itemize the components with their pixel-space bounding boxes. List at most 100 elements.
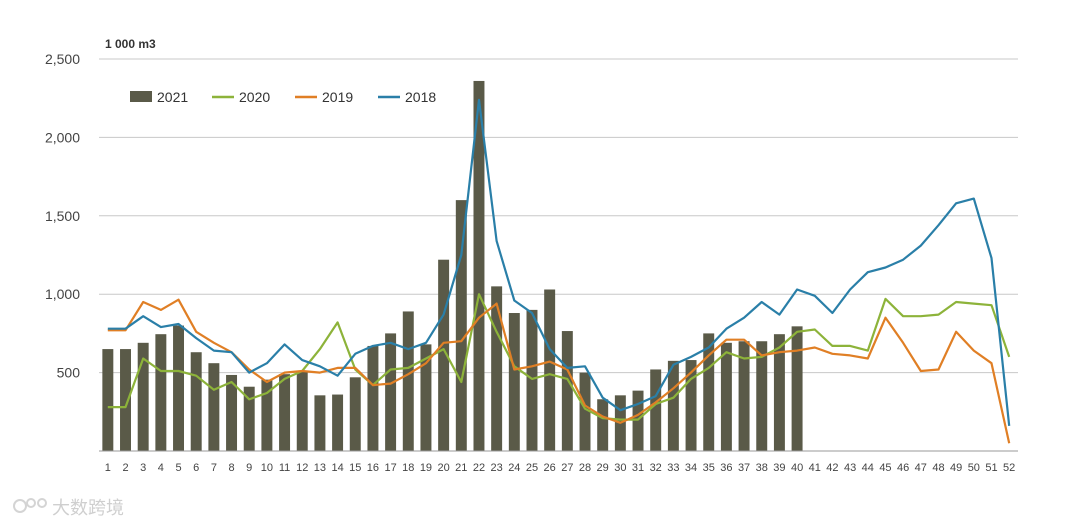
x-tick-label: 48 (932, 462, 944, 474)
x-tick-label: 14 (331, 462, 343, 474)
x-tick-label: 50 (968, 462, 980, 474)
bar-2021 (332, 394, 344, 451)
x-tick-label: 9 (246, 462, 252, 474)
bar-2021 (491, 286, 503, 451)
legend-label-2019: 2019 (322, 89, 353, 105)
x-tick-label: 20 (438, 462, 450, 474)
bar-2021 (137, 342, 149, 451)
y-tick-label: 500 (57, 365, 81, 381)
x-tick-label: 25 (526, 462, 538, 474)
bar-2021 (738, 341, 750, 451)
bar-2021 (632, 390, 644, 451)
x-tick-label: 10 (261, 462, 273, 474)
y-tick-label: 1,500 (45, 208, 80, 224)
x-tick-label: 29 (597, 462, 609, 474)
x-tick-label: 34 (685, 462, 697, 474)
bar-2021 (667, 360, 679, 451)
bar-2021 (703, 333, 715, 451)
x-tick-label: 27 (561, 462, 573, 474)
line-2018 (107, 98, 1011, 427)
bar-2021 (579, 372, 591, 451)
bar-series-2021 (102, 80, 803, 452)
x-tick-label: 24 (508, 462, 520, 474)
x-tick-label: 22 (473, 462, 485, 474)
bar-2021 (561, 331, 573, 451)
bar-2021 (173, 325, 185, 451)
legend-label-2020: 2020 (239, 89, 270, 105)
x-tick-label: 18 (402, 462, 414, 474)
x-tick-label: 1 (105, 462, 111, 474)
y-tick-label: 2,000 (45, 129, 80, 145)
legend-label-2018: 2018 (405, 89, 436, 105)
bar-2021 (367, 345, 379, 451)
watermark-logo-icon (13, 498, 47, 513)
x-tick-label: 5 (175, 462, 181, 474)
x-tick-label: 35 (703, 462, 715, 474)
y-unit-label: 1 000 m3 (105, 37, 156, 51)
bar-2021 (314, 395, 326, 451)
x-tick-label: 46 (897, 462, 909, 474)
x-tick-label: 7 (211, 462, 217, 474)
bar-2021 (243, 386, 255, 451)
x-tick-label: 21 (455, 462, 467, 474)
bar-2021 (508, 313, 520, 451)
bar-2021 (155, 334, 167, 451)
bar-2021 (120, 349, 131, 451)
bar-2021 (544, 289, 556, 451)
bar-2021 (296, 371, 308, 451)
bar-2021 (261, 379, 273, 451)
watermark-text: 大数跨境 (52, 498, 124, 519)
x-tick-label: 51 (985, 462, 997, 474)
bar-2021 (208, 363, 220, 451)
x-axis: 1 2 3 4 5 6 7 8 9 10 11 12 13 14 15 16 17 18 19 20 21 22 23 24 2… (99, 450, 1018, 474)
x-tick-label: 42 (826, 462, 838, 474)
x-tick-label: 32 (650, 462, 662, 474)
x-tick-label: 15 (349, 462, 361, 474)
x-tick-label: 26 (544, 462, 556, 474)
bar-2021 (455, 200, 467, 451)
bar-2021 (597, 399, 609, 451)
x-tick-label: 41 (809, 462, 821, 474)
x-tick-label: 30 (614, 462, 626, 474)
bar-2021 (226, 374, 238, 451)
legend: 2021 2020 2019 2018 (130, 89, 436, 105)
x-tick-label: 12 (296, 462, 308, 474)
x-tick-label: 17 (384, 462, 396, 474)
x-tick-label: 28 (579, 462, 591, 474)
x-tick-label: 40 (791, 462, 803, 474)
line-2019 (107, 298, 1011, 444)
x-tick-label: 23 (491, 462, 503, 474)
bar-2021 (791, 326, 803, 451)
bar-2021 (473, 80, 485, 452)
y-tick-label: 1,000 (45, 286, 80, 302)
x-tick-label: 4 (158, 462, 164, 474)
bar-2021 (190, 352, 202, 451)
line-series (107, 98, 1011, 444)
legend-label-2021: 2021 (157, 89, 188, 105)
x-tick-label: 37 (738, 462, 750, 474)
bar-2021 (420, 344, 432, 451)
bar-2021 (102, 349, 114, 451)
bar-2021 (650, 369, 662, 451)
x-tick-label: 11 (279, 462, 290, 474)
x-tick-label: 8 (228, 462, 234, 474)
legend-swatch-2021 (130, 91, 152, 102)
gridlines (99, 58, 1018, 374)
x-tick-label: 13 (314, 462, 326, 474)
x-tick-label: 49 (950, 462, 962, 474)
bar-2021 (720, 342, 732, 451)
x-tick-label: 33 (667, 462, 679, 474)
y-axis: 500 1,000 1,500 2,000 2,500 (45, 51, 80, 381)
x-tick-label: 47 (915, 462, 927, 474)
bar-2021 (279, 374, 291, 451)
x-tick-label: 39 (773, 462, 785, 474)
x-tick-label: 6 (193, 462, 199, 474)
x-tick-label: 44 (862, 462, 874, 474)
bar-2021 (773, 334, 785, 451)
bar-2021 (438, 259, 450, 451)
x-tick-label: 16 (367, 462, 379, 474)
bar-2021 (349, 377, 361, 451)
x-tick-label: 3 (140, 462, 146, 474)
x-tick-label: 43 (844, 462, 856, 474)
